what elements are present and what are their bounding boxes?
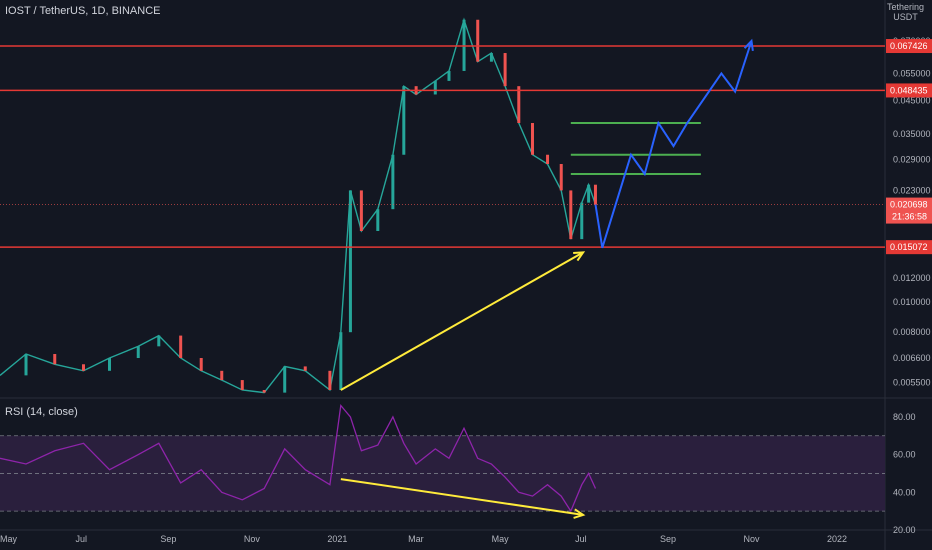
price-candle xyxy=(339,332,343,391)
price-candle xyxy=(24,354,28,376)
price-candle xyxy=(546,154,550,165)
projection-path xyxy=(594,40,753,249)
price-tick-label: 0.029000 xyxy=(893,154,931,164)
unit-top: Tethering xyxy=(886,2,924,12)
price-candle xyxy=(283,366,287,393)
x-tick-label: Nov xyxy=(744,534,761,544)
x-tick-label: May xyxy=(0,534,18,544)
x-tick-label: Mar xyxy=(408,534,424,544)
price-tick-label: 0.012000 xyxy=(893,273,931,283)
price-candle xyxy=(53,354,57,365)
price-candle xyxy=(517,86,521,124)
symbol-title: IOST / TetherUS, 1D, BINANCE xyxy=(5,5,161,17)
current-price-label: 0.020698 xyxy=(890,200,928,210)
price-candle xyxy=(503,53,507,87)
price-candle xyxy=(402,86,406,155)
rsi-tick-label: 80.00 xyxy=(893,412,916,422)
x-tick-label: Nov xyxy=(244,534,261,544)
projection-arrowhead xyxy=(743,38,754,52)
price-tick-label: 0.006600 xyxy=(893,353,931,363)
price-tick-label: 0.035000 xyxy=(893,129,931,139)
rsi-divergence-arrow-head xyxy=(573,508,586,519)
x-tick-label: Sep xyxy=(160,534,176,544)
price-candle xyxy=(240,380,244,391)
x-tick-label: 2021 xyxy=(327,534,347,544)
price-candle xyxy=(447,70,451,81)
price-candle xyxy=(220,370,224,381)
price-trend-arrow-head xyxy=(573,251,586,262)
price-candle xyxy=(391,154,395,210)
x-tick-label: 2022 xyxy=(827,534,847,544)
price-candle xyxy=(179,335,183,359)
price-candle xyxy=(476,19,480,62)
price-candle xyxy=(376,209,380,231)
x-tick-label: Jul xyxy=(76,534,88,544)
rsi-title: RSI (14, close) xyxy=(5,406,78,418)
price-tick-label: 0.055000 xyxy=(893,68,931,78)
price-tick-label: 0.010000 xyxy=(893,297,931,307)
rsi-divergence-arrow xyxy=(340,478,584,516)
price-candle xyxy=(593,184,597,205)
price-candle xyxy=(136,346,140,359)
price-tick-label: 0.023000 xyxy=(893,185,931,195)
price-candle xyxy=(328,370,332,391)
price-candle xyxy=(587,184,591,203)
price-tick-label: 0.005500 xyxy=(893,377,931,387)
price-candle xyxy=(569,190,573,240)
price-tick-label: 0.008000 xyxy=(893,327,931,337)
price-candle xyxy=(433,80,437,95)
level-label: 0.015072 xyxy=(890,242,928,252)
price-candle xyxy=(489,53,493,62)
price-candle xyxy=(580,202,584,240)
price-candle xyxy=(359,190,363,231)
rsi-tick-label: 60.00 xyxy=(893,450,916,460)
level-label-box xyxy=(886,240,932,255)
price-candle xyxy=(157,335,161,347)
level-label-box xyxy=(886,39,932,54)
price-candle xyxy=(199,358,203,371)
x-tick-label: Sep xyxy=(660,534,676,544)
rsi-line xyxy=(0,403,597,513)
price-candle xyxy=(530,123,534,155)
rsi-tick-label: 20.00 xyxy=(893,525,916,535)
price-trend-arrow xyxy=(340,251,584,391)
price-series-line xyxy=(0,17,597,394)
level-label: 0.048435 xyxy=(890,85,928,95)
rsi-tick-label: 40.00 xyxy=(893,487,916,497)
price-candle xyxy=(303,366,307,371)
price-candle xyxy=(262,390,266,393)
price-candle xyxy=(82,364,85,371)
level-label: 0.067426 xyxy=(890,41,928,51)
countdown-label: 21:36:58 xyxy=(892,212,927,222)
price-candle xyxy=(348,190,352,333)
level-label-box xyxy=(886,83,932,98)
current-price-box xyxy=(886,197,932,224)
price-candle xyxy=(108,358,112,371)
price-candle xyxy=(559,164,563,191)
unit-label: Tethering USDT xyxy=(887,2,924,22)
price-tick-label: 0.045000 xyxy=(893,95,931,105)
unit-bottom: USDT xyxy=(893,12,918,22)
x-tick-label: Jul xyxy=(575,534,587,544)
x-tick-label: May xyxy=(492,534,510,544)
